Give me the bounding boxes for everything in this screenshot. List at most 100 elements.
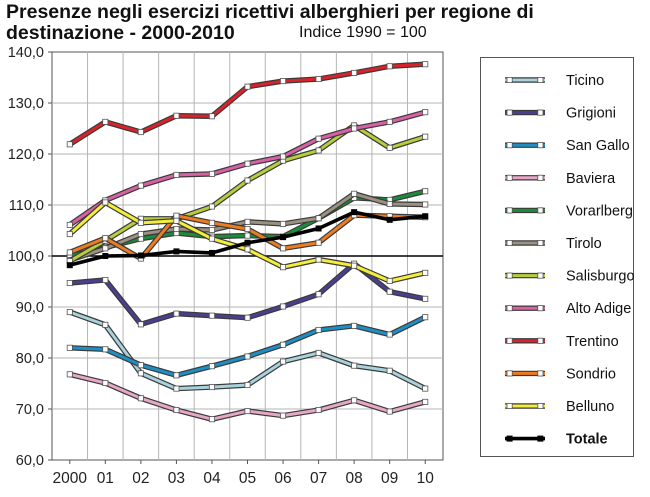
chart-subtitle: Indice 1990 = 100 (299, 24, 427, 41)
legend-marker (506, 109, 513, 116)
data-point (244, 225, 251, 232)
data-point (102, 276, 109, 283)
data-point (315, 326, 322, 333)
x-axis: 2000 01 02 03 04 05 06 07 08 09 10 (53, 460, 434, 487)
legend-item-ticino: Ticino (505, 73, 604, 89)
legend-label: Belluno (566, 399, 614, 415)
legend-label: Tirolo (566, 236, 602, 252)
data-point (422, 61, 429, 68)
data-point (422, 201, 429, 208)
legend-marker (506, 142, 513, 149)
data-point (422, 213, 429, 220)
legend-item-sondrio: Sondrio (505, 366, 616, 382)
data-point (351, 69, 358, 76)
data-point (173, 310, 180, 317)
legend-item-salisburgo: Salisburgo (505, 269, 635, 285)
legend-marker (537, 402, 544, 409)
legend-item-alto-adige: Alto Adige (505, 301, 631, 317)
data-point (137, 362, 144, 369)
legend-label: Alto Adige (566, 301, 631, 317)
data-point (208, 363, 215, 370)
data-point (386, 200, 393, 207)
legend-marker (537, 142, 544, 149)
data-point (422, 398, 429, 405)
legend-marker (506, 174, 513, 181)
data-point (102, 118, 109, 125)
y-tick-label: 120,0 (8, 147, 44, 163)
legend-marker (537, 77, 544, 84)
data-point (102, 235, 109, 242)
data-point (244, 408, 251, 415)
data-point (315, 225, 322, 232)
data-point (244, 246, 251, 253)
series-baviera (66, 371, 429, 423)
legend-label: Grigioni (566, 106, 616, 122)
legend-marker (537, 207, 544, 214)
data-point (422, 314, 429, 321)
data-point (280, 303, 287, 310)
y-tick-label: 90,0 (16, 300, 44, 316)
data-point (244, 239, 251, 246)
data-point (280, 341, 287, 348)
data-point (244, 218, 251, 225)
x-tick-label: 08 (346, 470, 363, 487)
data-point (173, 212, 180, 219)
legend-marker (537, 337, 544, 344)
data-point (386, 277, 393, 284)
legend-marker (506, 370, 513, 377)
data-point (208, 235, 215, 242)
chart-title: Presenze negli esercizi ricettivi alberg… (6, 2, 534, 44)
data-point (315, 76, 322, 83)
data-point (351, 362, 358, 369)
legend-marker (537, 272, 544, 279)
x-tick-label: 06 (274, 470, 291, 487)
data-point (66, 371, 73, 378)
data-point (315, 147, 322, 154)
data-point (208, 170, 215, 177)
series-alto-adige (66, 109, 429, 228)
data-point (173, 217, 180, 224)
x-tick-label: 07 (310, 470, 327, 487)
data-point (280, 245, 287, 252)
legend-marker (506, 402, 513, 409)
data-point (280, 358, 287, 365)
data-point (386, 144, 393, 151)
legend-item-totale: Totale (505, 432, 608, 448)
data-point (173, 407, 180, 414)
data-point (244, 382, 251, 389)
data-point (66, 249, 73, 256)
data-point (280, 153, 287, 160)
data-point (386, 216, 393, 223)
legend-label: Baviera (566, 171, 616, 187)
legend-item-belluno: Belluno (505, 399, 614, 415)
data-point (137, 395, 144, 402)
data-point (351, 322, 358, 329)
legend-item-san-gallo: San Gallo (505, 138, 630, 154)
data-point (137, 231, 144, 238)
legend-marker (506, 272, 513, 279)
data-point (173, 112, 180, 119)
x-tick-label: 04 (203, 470, 221, 487)
legend-label: Ticino (566, 73, 604, 89)
data-point (315, 256, 322, 263)
data-point (66, 141, 73, 148)
data-point (422, 295, 429, 302)
x-tick-label: 01 (97, 470, 114, 487)
legend-entries: Ticino Grigioni San Gallo Baviera Vorarlberg… (505, 73, 635, 448)
legend-item-tirolo: Tirolo (505, 236, 602, 252)
legend-item-trentino: Trentino (505, 334, 619, 350)
legend-marker (537, 435, 544, 442)
data-point (315, 291, 322, 298)
data-point (244, 232, 251, 239)
data-point (102, 199, 109, 206)
legend-marker (537, 239, 544, 246)
data-point (66, 262, 73, 269)
data-point (173, 385, 180, 392)
legend-item-vorarlberg: Vorarlberg (505, 203, 633, 219)
series-tirolo (66, 190, 429, 264)
data-point (422, 109, 429, 116)
data-point (244, 353, 251, 360)
y-tick-label: 60,0 (16, 453, 44, 469)
legend-label: Trentino (566, 334, 619, 350)
